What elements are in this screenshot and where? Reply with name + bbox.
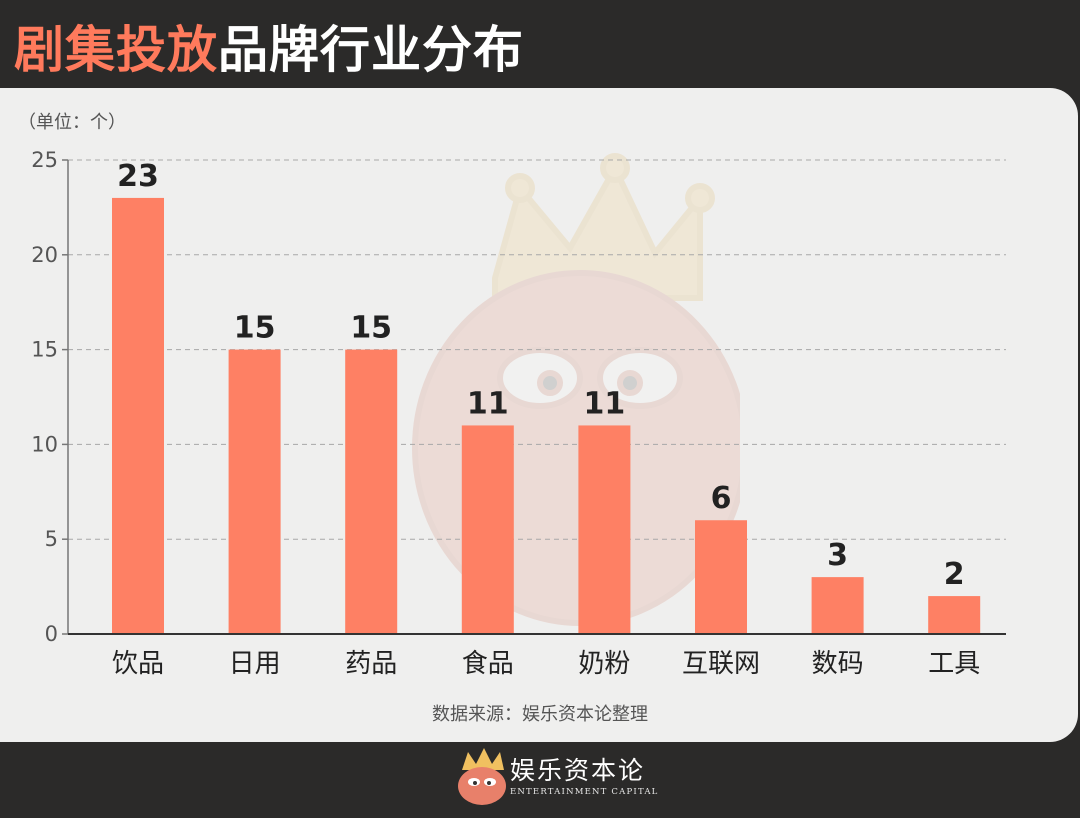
bar-6 — [695, 520, 747, 634]
source-note: 数据来源：娱乐资本论整理 — [432, 704, 648, 725]
data-label: 15 — [234, 311, 276, 346]
data-label: 15 — [350, 311, 392, 346]
y-tick-label: 0 — [45, 622, 58, 646]
chart-card: （单位：个） 0 5 10 15 20 25 23 饮品 15 日用 15 药品 11 食品 11 奶粉 6 互联网… — [0, 88, 1078, 742]
brand-logo-icon — [458, 748, 506, 805]
x-tick-label: 日用 — [229, 649, 281, 679]
y-tick-label: 5 — [45, 527, 58, 551]
brand-name-cn: 娱乐资本论 — [510, 756, 646, 785]
x-tick-label: 数码 — [812, 649, 864, 679]
x-tick-label: 工具 — [928, 649, 980, 679]
data-label: 23 — [117, 159, 159, 194]
y-tick-label: 15 — [31, 338, 58, 362]
x-tick-label: 药品 — [345, 649, 397, 679]
brand-logo-text: 娱乐资本论 ENTERTAINMENT CAPITAL — [510, 756, 659, 798]
page-title-accent: 剧集投放 — [14, 21, 218, 79]
bar-5 — [578, 425, 631, 634]
bar-3 — [345, 349, 398, 634]
x-tick-label: 食品 — [462, 649, 514, 679]
x-tick-label: 饮品 — [112, 649, 164, 679]
brand-name-en: ENTERTAINMENT CAPITAL — [510, 787, 659, 797]
bar-2 — [228, 349, 281, 634]
data-label: 11 — [584, 386, 626, 421]
unit-label: （单位：个） — [18, 112, 126, 133]
x-tick-label: 互联网 — [682, 649, 760, 679]
y-tick-label: 20 — [31, 243, 58, 267]
bar-8 — [928, 596, 981, 634]
data-label: 11 — [467, 386, 509, 421]
y-tick-label: 25 — [31, 148, 58, 172]
data-label: 6 — [711, 481, 732, 516]
data-label: 2 — [944, 557, 965, 592]
bar-4 — [461, 425, 514, 634]
data-label: 3 — [827, 538, 848, 573]
y-tick-label: 10 — [31, 432, 58, 456]
page-title-rest: 品牌行业分布 — [218, 21, 524, 79]
x-tick-label: 奶粉 — [578, 649, 630, 679]
bar-1 — [112, 197, 164, 635]
page-title: 剧集投放品牌行业分布 — [14, 10, 524, 90]
bar-7 — [811, 577, 864, 634]
